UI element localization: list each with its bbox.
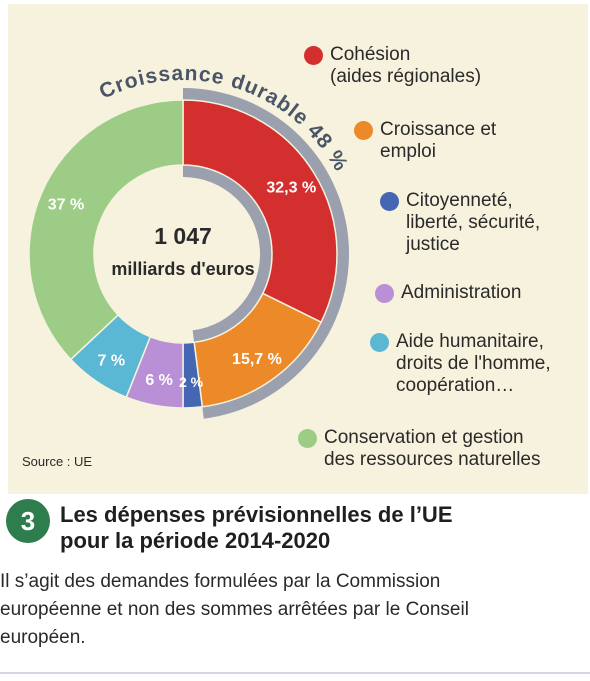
legend-label: Cohésion (aides régionales): [330, 44, 481, 88]
legend-swatch: [375, 284, 394, 303]
legend-swatch: [354, 121, 373, 140]
legend-swatch: [304, 46, 323, 65]
legend-label-line: Cohésion: [330, 44, 411, 65]
legend-label: Conservation et gestion des ressources na…: [324, 427, 541, 471]
legend-label-line: Administration: [401, 282, 522, 303]
donut-chart: Croissance durable 48 % 32,3 %15,7 %2 %6…: [28, 62, 352, 419]
slice-value-label: 6 %: [145, 372, 173, 389]
legend-label: Croissance et emploi: [380, 119, 496, 163]
legend-label-line: Croissance et: [380, 119, 497, 140]
figure-number-badge: 3: [6, 499, 50, 543]
legend-swatch: [380, 192, 399, 211]
donut-slice: [28, 99, 184, 361]
divider: [0, 672, 590, 674]
caption-body: Il s’agit des demandes formulées par la …: [0, 568, 585, 652]
chart-figure: Croissance durable 48 % 32,3 % 15,7 % 2 % 6…: [8, 4, 588, 494]
caption-title-line: Les dépenses prévisionnelles de l’UE: [60, 502, 453, 527]
caption-title: Les dépenses prévisionnelles de l’UE pou…: [60, 502, 580, 554]
legend: Cohésion (aides régionales) Croissance et e…: [8, 4, 588, 494]
legend-label-line: Aide humanitaire,: [396, 331, 544, 352]
total-value: 1 047: [154, 223, 212, 249]
legend-label-line: justice: [406, 234, 460, 255]
legend-swatch: [370, 333, 389, 352]
slice-value-label: 32,3 %: [266, 180, 316, 197]
legend-label-line: droits de l'homme,: [396, 353, 551, 374]
figure-caption: 3 Les dépenses prévisionnelles de l’UE p…: [0, 496, 590, 676]
legend-label-line: (aides régionales): [330, 66, 482, 87]
caption-body-line: européen.: [0, 627, 86, 648]
donut-slice: [182, 99, 338, 324]
caption-title-line: pour la période 2014-2020: [60, 528, 331, 553]
caption-body-line: européenne et non des sommes arrêtées pa…: [0, 599, 469, 620]
legend-label: Administration: [401, 282, 521, 304]
slice-value-label: 15,7 %: [232, 351, 282, 368]
legend-label: Citoyenneté, liberté, sécurité, justice: [406, 190, 540, 256]
legend-swatch: [298, 429, 317, 448]
slice-value-label: 2 %: [179, 374, 204, 390]
legend-label: Aide humanitaire, droits de l'homme, coopé…: [396, 331, 551, 397]
legend-label-line: coopération…: [396, 375, 515, 396]
source-note: Source : UE: [22, 454, 93, 469]
legend-label-line: emploi: [380, 141, 436, 162]
total-unit: milliards d'euros: [111, 259, 254, 279]
legend-label-line: liberté, sécurité,: [406, 212, 541, 233]
legend-label-line: des ressources naturelles: [324, 449, 541, 470]
legend-label-line: Citoyenneté,: [406, 190, 513, 211]
caption-body-line: Il s’agit des demandes formulées par la …: [0, 571, 441, 592]
slice-value-label: 37 %: [48, 196, 84, 213]
slice-value-label: 7 %: [98, 352, 126, 369]
legend-label-line: Conservation et gestion: [324, 427, 524, 448]
